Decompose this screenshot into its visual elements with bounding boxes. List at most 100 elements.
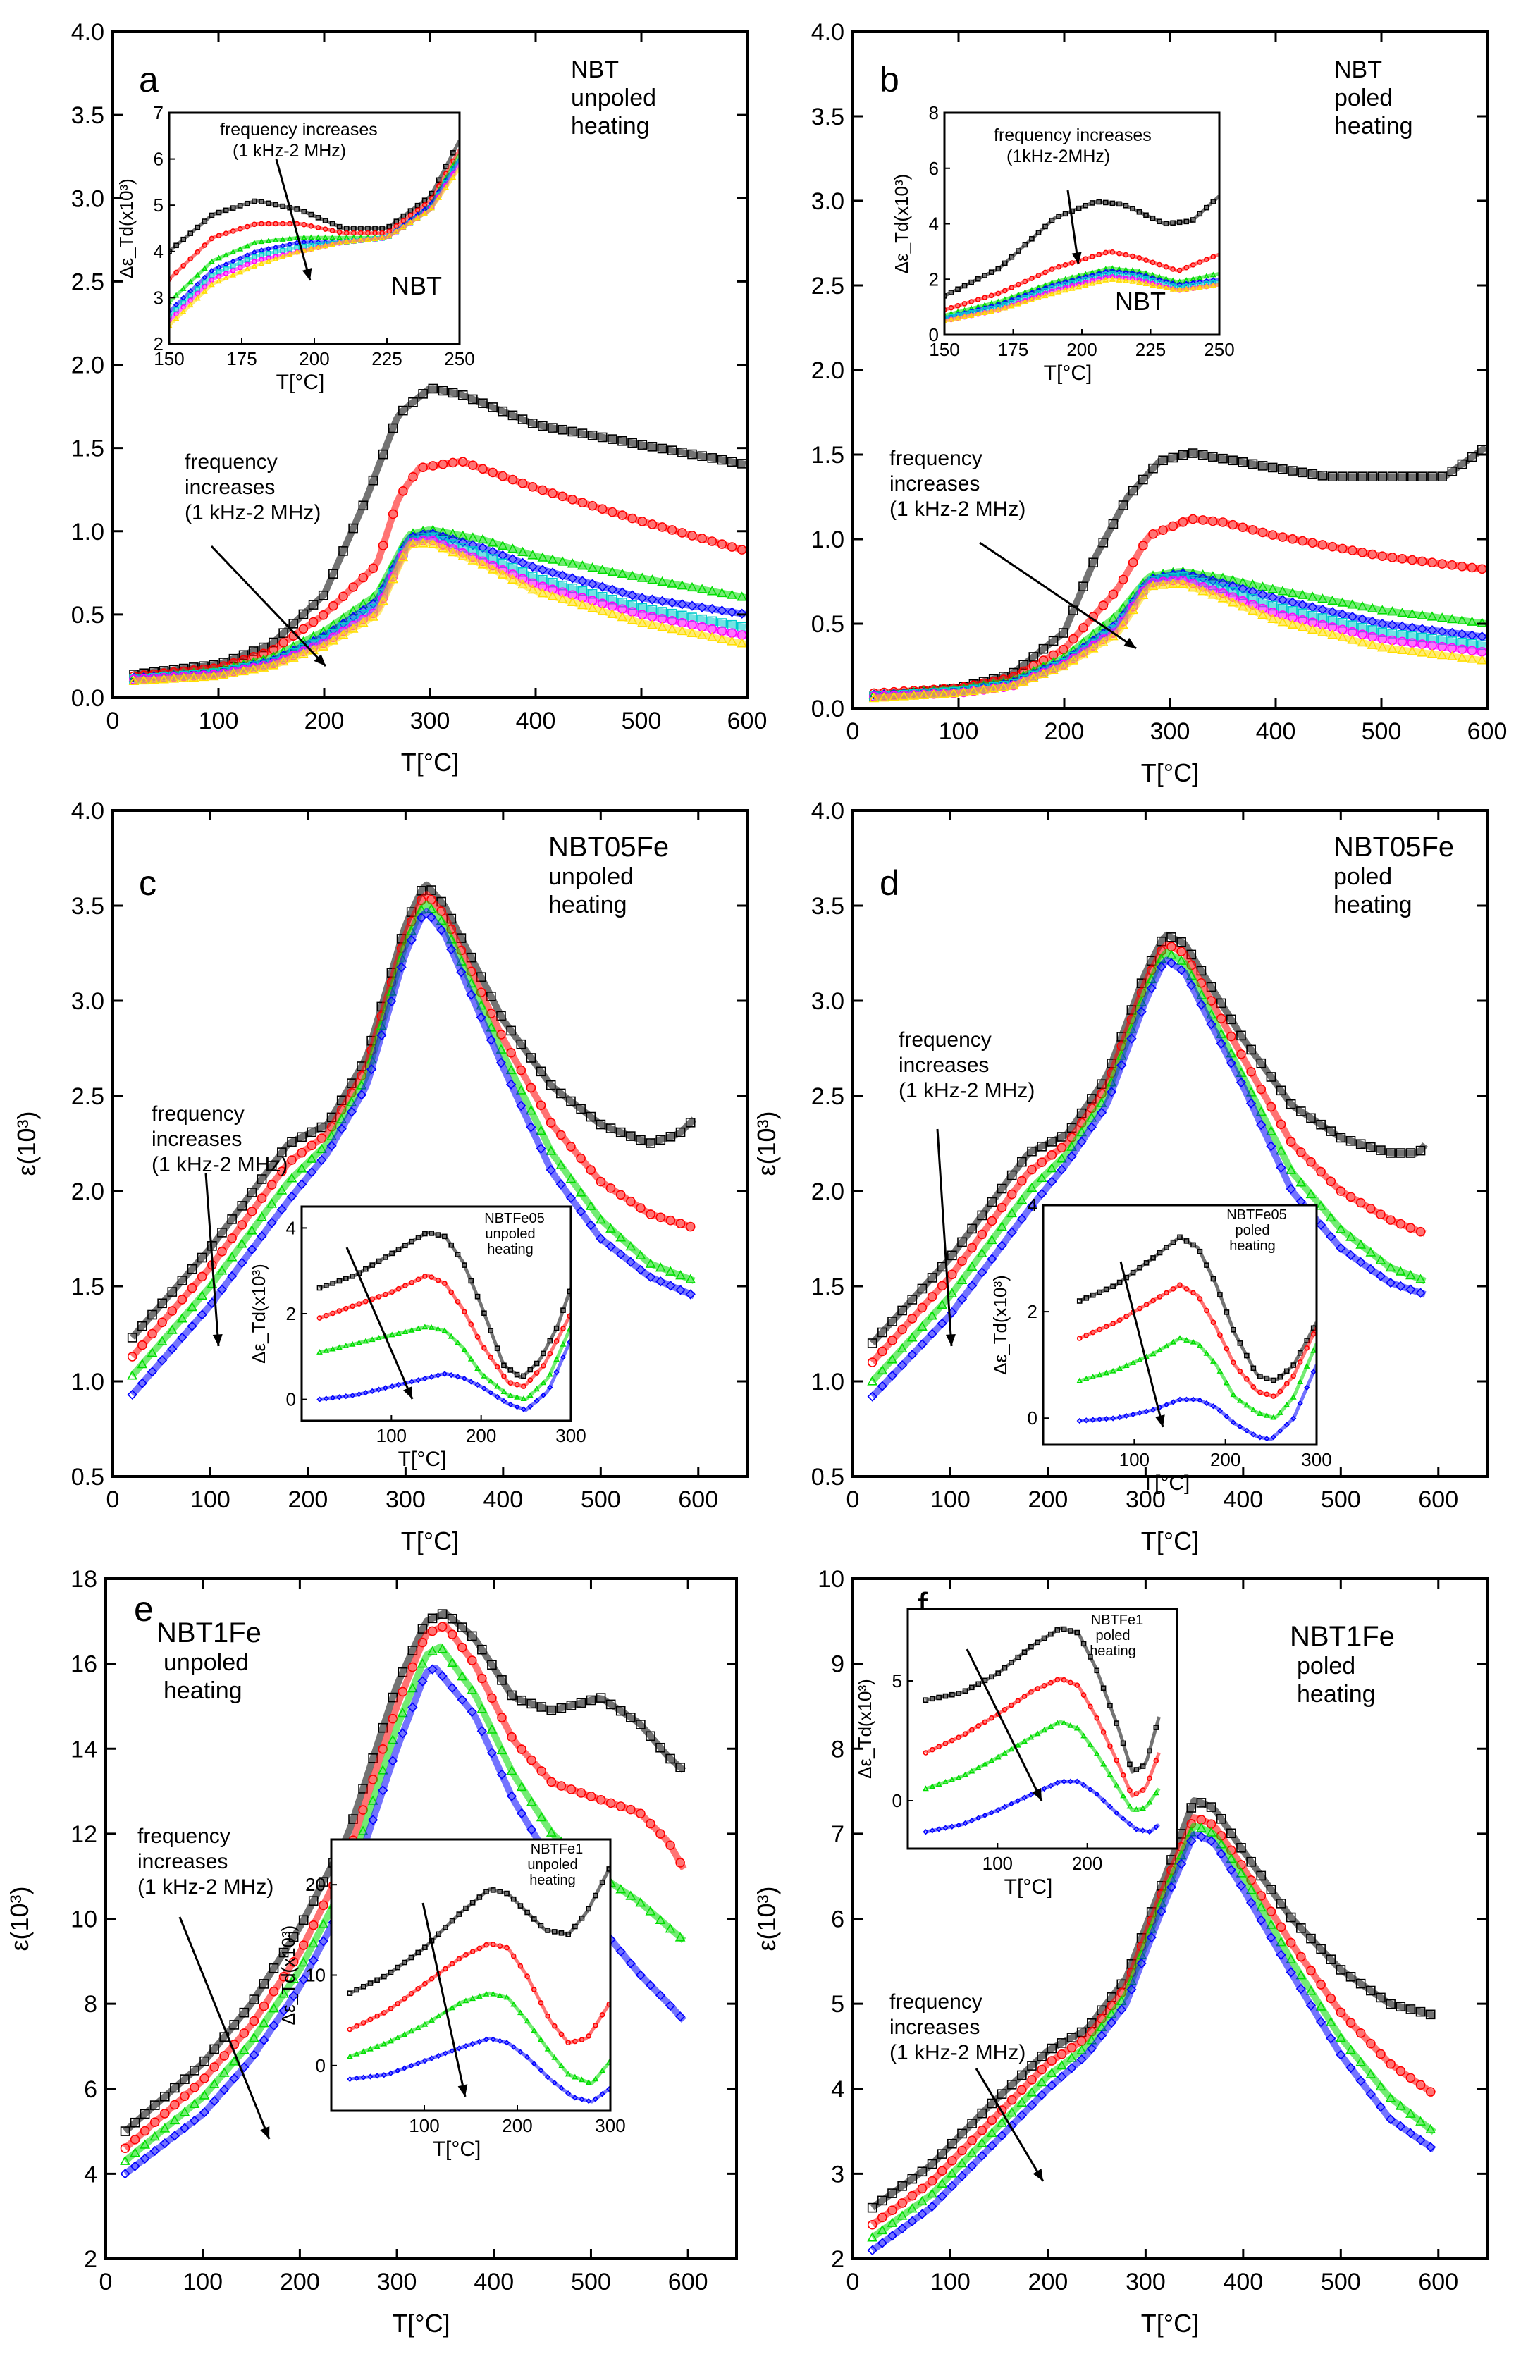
panel-a-inset-series-2-point-6	[202, 242, 208, 248]
panel-d-annotation-line-2: increases	[899, 1054, 989, 1077]
panel-a-series-1-point-38	[498, 406, 508, 417]
panel-a-inset-series-2-point-9	[223, 230, 229, 236]
panel-c-inset-series-4-point-11	[382, 1385, 388, 1391]
panel-e-inset-series-3-point-35	[579, 2076, 585, 2083]
panel-a-series-7-point-42	[537, 588, 548, 598]
panel-c-series-2-point-53	[646, 1209, 655, 1219]
panel-f-inset-series-4-point-36	[1153, 1824, 1159, 1830]
panel-e-arrow-head	[260, 2126, 270, 2139]
panel-c-series-4-point-54	[655, 1276, 666, 1287]
panel-f-inset-series-2-point-5	[949, 1737, 955, 1744]
panel-e-inset-series-4-point-23	[497, 2037, 503, 2045]
panel-c-series-1-point-11	[227, 1214, 237, 1224]
panel-a-series-1-point-28	[398, 405, 408, 416]
panel-b-xtick-label-5: 400	[1256, 718, 1296, 745]
panel-b-series-7-point-52	[1376, 642, 1388, 652]
panel-b-inset-xtick-label-2: 175	[998, 339, 1028, 360]
panel-c-inset-series-2-point-13	[395, 1285, 402, 1292]
panel-d-series-1-point-14	[997, 1183, 1007, 1194]
panel-e-series-1-point-43	[536, 1702, 547, 1712]
panel-c-inset-series-3-point-19	[435, 1326, 441, 1332]
panel-c-series-2-point-20	[316, 1133, 327, 1143]
panel-d-series-2-point-37	[1226, 1031, 1236, 1042]
panel-a-series-3-point-47	[587, 562, 598, 572]
panel-d-series-1-point-49	[1345, 1136, 1356, 1146]
panel-b-inset-series-7-point-26	[1109, 276, 1116, 282]
panel-f-series-1-point-35	[1206, 1802, 1216, 1812]
panel-d-series-4-point-51	[1365, 1264, 1376, 1274]
panel-d-series-1-point-48	[1336, 1133, 1346, 1143]
panel-e-inset-series-1-point-12	[422, 1944, 428, 1950]
panel-f-series-3-point-54	[1395, 2100, 1406, 2110]
panel-a-series-1-point-41	[527, 419, 538, 428]
panel-f-inset-series-4-point-1	[923, 1829, 929, 1835]
panel-f-series-4-point-33	[1186, 1835, 1197, 1846]
panel-f-inset-series-1	[923, 1626, 1161, 1774]
panel-f-inset-series-4-point-29	[1107, 1804, 1114, 1810]
panel-b-series-7-point-56	[1417, 647, 1428, 657]
panel-b-xtick-label-2: 100	[939, 718, 979, 745]
panel-c-series-1-point-3	[147, 1309, 157, 1320]
panel-d-inset-series-4-point-9	[1130, 1411, 1136, 1418]
panel-f-series-3-point-55	[1405, 2108, 1416, 2118]
panel-a-series-1-point-36	[478, 398, 488, 408]
panel-e-inset-series-1-point-4	[367, 1980, 374, 1986]
panel-e-inset-series-2-point-36	[586, 2033, 592, 2039]
panel-a-series-2-point-38	[498, 471, 508, 481]
panel-b-series-7-point-37	[1227, 597, 1238, 607]
panel-d-inset-series-3-point-36	[1310, 1347, 1317, 1353]
panel-a-series-2-point-27	[388, 509, 398, 519]
panel-a-inset-series-2-point-25	[336, 229, 343, 235]
panel-e-series-3-point-4	[149, 2131, 161, 2141]
panel-e-series-3-point-7	[179, 2107, 190, 2116]
panel-c-series-4-point-27	[386, 996, 397, 1006]
panel-e-inset-series-2-point-34	[572, 2038, 578, 2045]
panel-e-inset-series-1-point-28	[531, 1916, 537, 1922]
panel-e-inset-series-2-point-15	[443, 1966, 448, 1972]
panel-f-inset-series-3-point-18	[1034, 1730, 1041, 1737]
panel-a-series-1-point-16	[278, 628, 288, 639]
panel-f-label-line-1: NBT1Fe	[1290, 1621, 1395, 1652]
panel-f-inset-series-3-point-12	[994, 1753, 1002, 1760]
panel-f-series-1-point-55	[1405, 2004, 1416, 2014]
panel-c-series-4-point-16	[276, 1204, 287, 1215]
panel-b-series-7-point-24	[1097, 636, 1109, 646]
panel-b-series-1-point-19	[1048, 636, 1059, 646]
panel-b-inset-series-1-point-38	[1190, 217, 1196, 223]
panel-c-series-4-point-19	[307, 1167, 317, 1178]
panel-c-inset-series-4-point-8	[362, 1389, 369, 1396]
panel-a-inset-series-2-point-22	[315, 225, 321, 230]
panel-c-series-4-point-31	[426, 912, 437, 923]
panel-d-inset-series-3-point-14	[1163, 1343, 1170, 1349]
panel-c-series-1-point-19	[307, 1127, 317, 1137]
panel-b-series-7-point-7	[928, 689, 940, 699]
panel-a-ytick-label-7: 3.0	[71, 185, 104, 212]
panel-f-inset-series-2-point-1	[923, 1750, 929, 1756]
panel-d-inset-series-4-point-17	[1183, 1396, 1190, 1402]
panel-b-inset-series-2-point-3	[955, 302, 961, 309]
panel-a-inset-series-2-point-2	[173, 269, 179, 276]
panel-b-inset-series-7-point-10	[1002, 304, 1009, 311]
panel-b-annotation-line-1: frequency	[889, 447, 982, 470]
panel-d-series-4-point-20	[1057, 1164, 1067, 1175]
panel-d-inset-series-4-point-31	[1277, 1428, 1283, 1434]
panel-d-series-4-point-7	[927, 1328, 937, 1339]
panel-a-inset-series-1-point-11	[237, 203, 243, 209]
panel-f-series-4-point-26	[1116, 2004, 1127, 2015]
panel-c-inset-series-4-point-31	[514, 1404, 520, 1410]
panel-e-series-4-point-14	[249, 2049, 259, 2060]
panel-b-xtick-label-1: 0	[846, 718, 860, 745]
panel-d-inset-series-2	[1076, 1282, 1317, 1399]
panel-c-inset-series-4-point-9	[369, 1388, 376, 1394]
panel-d-series-3-point-51	[1365, 1247, 1376, 1257]
panel-d-inset-series-4-point-5	[1103, 1416, 1109, 1422]
panel-c-inset-series-4-point-7	[356, 1391, 362, 1398]
panel-c-series-2-point-8	[197, 1271, 207, 1282]
panel-e-inset-series-2-point-22	[490, 1942, 496, 1947]
panel-f-series-1-point-1	[867, 2202, 877, 2213]
panel-e-annotation-line-3: (1 kHz-2 MHz)	[137, 1875, 273, 1899]
panel-c-inset-series-3-point-5	[343, 1343, 350, 1349]
panel-d-series-4-point-33	[1186, 980, 1197, 991]
panel-c-inset-series-1-point-14	[402, 1243, 408, 1249]
